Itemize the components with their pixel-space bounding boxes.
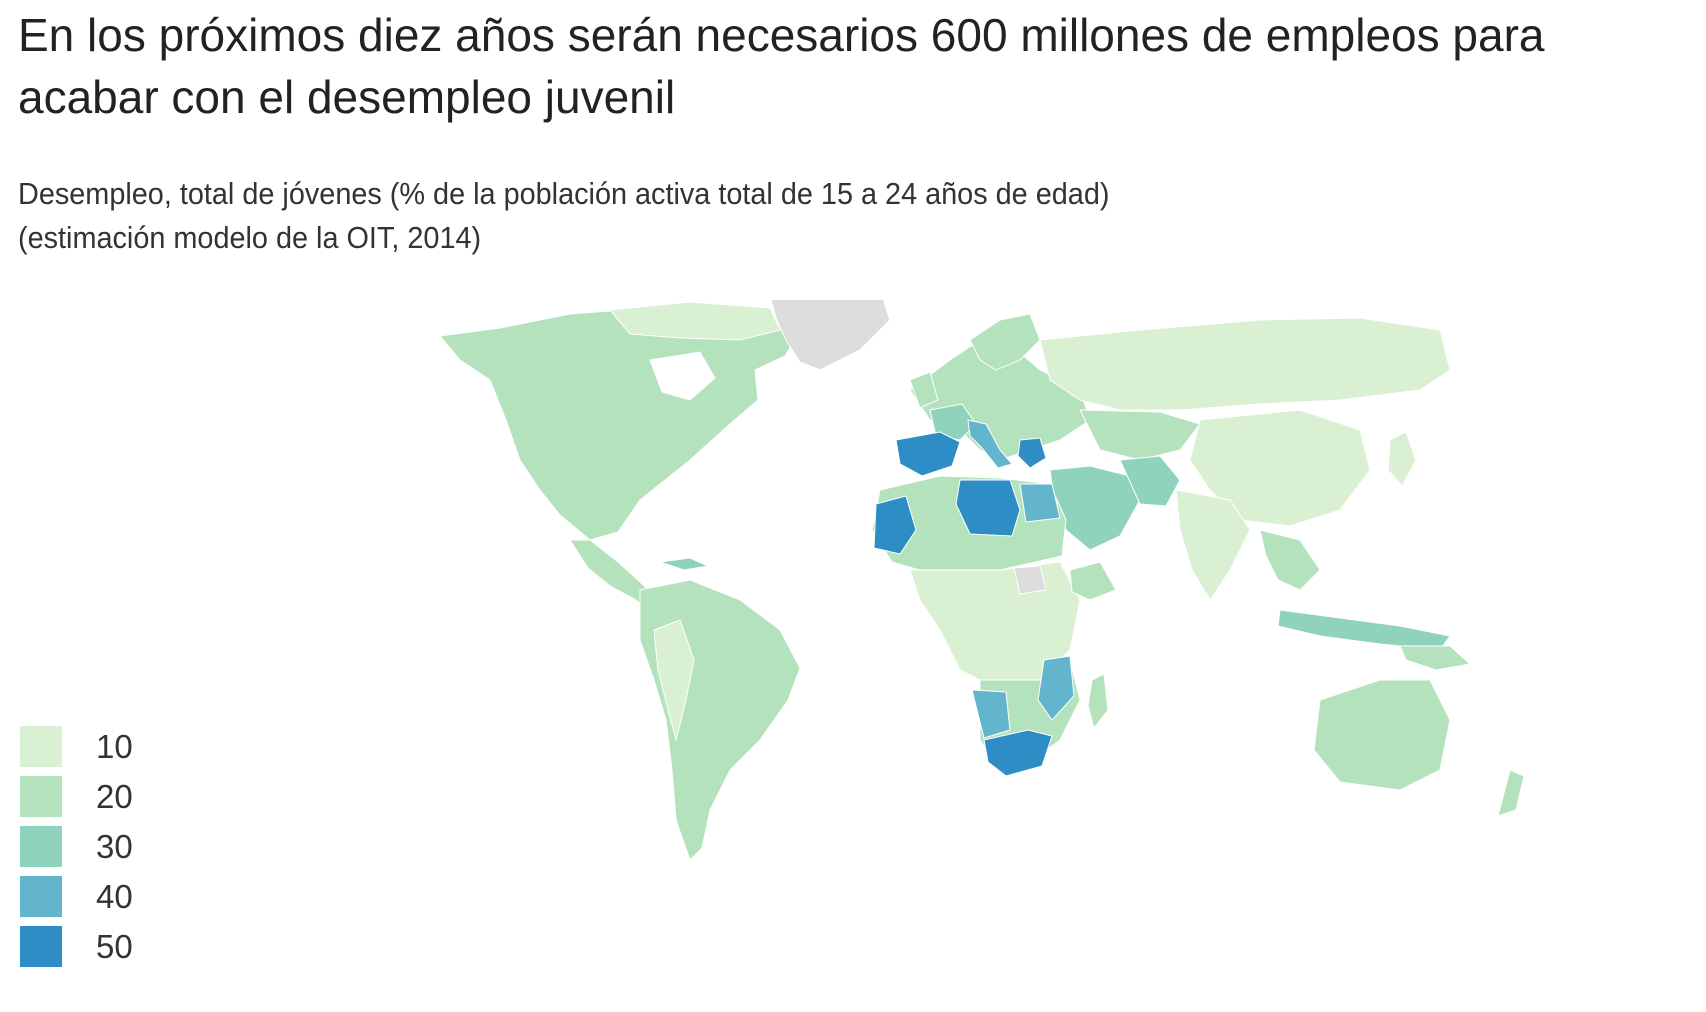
region-central-asia [1079,409,1201,461]
region-canada-north [609,301,781,341]
legend-swatch [20,826,62,867]
region-japan [1387,431,1417,487]
legend-swatch [20,776,62,817]
legend-swatch [20,926,62,967]
region-greenland [770,300,891,371]
subtitle-line-1: Desempleo, total de jóvenes (% de la pob… [18,176,1110,211]
region-north-america [440,307,801,541]
region-france [929,403,977,441]
region-madagascar [1087,673,1109,730]
region-hudson-bay [649,351,716,401]
region-new-guinea [1399,645,1472,671]
legend-item: 40 [20,876,133,917]
legend-label: 30 [96,827,133,865]
region-south-africa [983,729,1053,777]
region-caribbean [659,557,710,571]
region-china [1189,409,1371,527]
world-map-svg [440,300,1525,861]
region-scandinavia [969,313,1041,371]
legend-swatch [20,726,62,767]
region-south-sudan [1013,565,1047,595]
legend-swatch [20,876,62,917]
map-legend: 10 20 30 40 50 [20,726,133,976]
region-indonesia [1277,609,1451,651]
legend-label: 40 [96,877,133,915]
legend-item: 20 [20,776,133,817]
map-title: En los próximos diez años serán necesari… [18,9,1545,123]
region-new-zealand [1497,769,1525,817]
legend-item: 30 [20,826,133,867]
region-egypt [1019,483,1061,523]
region-uk [909,371,939,409]
legend-item: 10 [20,726,133,767]
region-greece [1017,437,1047,469]
world-map [440,300,1706,940]
region-australia [1313,679,1451,791]
legend-label: 50 [96,927,133,965]
region-italy [967,419,1013,469]
region-mozambique [1037,655,1075,721]
region-spain [895,431,961,477]
region-iran [1119,455,1181,507]
legend-label: 10 [96,727,133,765]
region-libya [955,479,1021,537]
subtitle-line-2: (estimación modelo de la OIT, 2014) [18,220,482,255]
legend-item: 50 [20,926,133,967]
region-russia [1039,317,1451,411]
map-subtitle: Desempleo, total de jóvenes (% de la pob… [18,172,1413,260]
region-horn-of-africa [1069,561,1117,601]
region-india [1175,489,1251,601]
legend-label: 20 [96,777,133,815]
region-southeast-asia [1259,529,1321,591]
region-western-sahara [873,495,917,555]
region-south-america-west [653,619,695,742]
region-namibia [971,689,1011,739]
region-south-america [639,579,801,861]
